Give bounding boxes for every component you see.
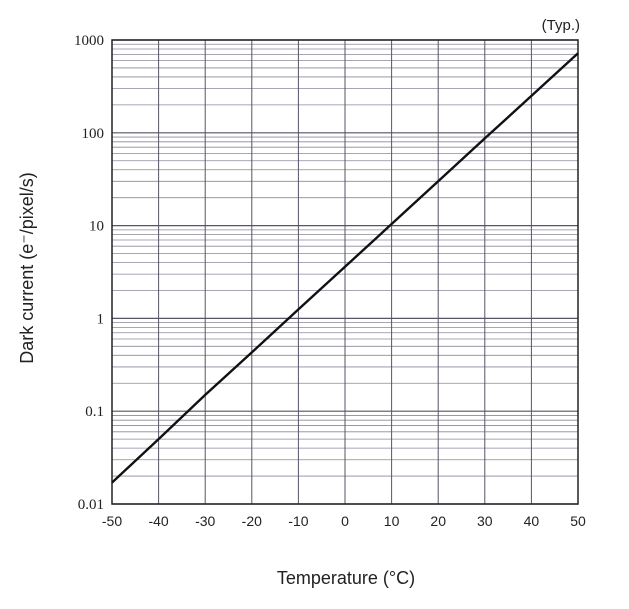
x-tick-label: -50 xyxy=(102,513,122,529)
y-tick-labels: 0.01 0.1 1 10 100 1000 xyxy=(74,33,104,513)
x-axis-title: Temperature (°C) xyxy=(277,568,415,588)
y-tick-label: 1000 xyxy=(74,33,104,49)
x-tick-label: 0 xyxy=(341,513,349,529)
series-line xyxy=(111,52,579,484)
x-tick-label: -30 xyxy=(195,513,215,529)
y-axis-title: Dark current (e⁻/pixel/s) xyxy=(17,172,37,364)
y-tick-label: 100 xyxy=(82,126,105,142)
typ-annotation: (Typ.) xyxy=(542,17,580,34)
x-tick-label: -20 xyxy=(242,513,262,529)
x-tick-labels: -50 -40 -30 -20 -10 0 10 20 30 40 50 xyxy=(102,513,586,529)
x-tick-label: 30 xyxy=(477,513,493,529)
x-tick-label: -10 xyxy=(288,513,308,529)
x-tick-label: 20 xyxy=(430,513,446,529)
y-tick-label: 10 xyxy=(89,219,104,235)
y-tick-label: 0.1 xyxy=(85,404,104,420)
y-tick-label: 0.01 xyxy=(78,497,104,513)
plot-frame xyxy=(111,39,579,505)
x-tick-label: -40 xyxy=(148,513,168,529)
x-tick-label: 50 xyxy=(570,513,586,529)
series-layer xyxy=(111,52,579,484)
x-tick-label: 40 xyxy=(524,513,540,529)
y-tick-label: 1 xyxy=(97,311,105,327)
x-tick-label: 10 xyxy=(384,513,400,529)
